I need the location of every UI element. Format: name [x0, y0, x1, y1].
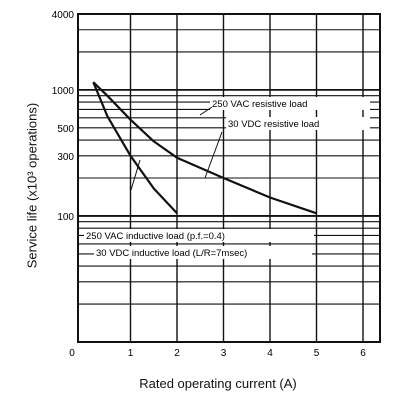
- series-line-resistive: [92, 81, 317, 215]
- x-tick-label: 1: [128, 348, 134, 359]
- annotation-background: [210, 97, 370, 110]
- y-tick-label: 1000: [52, 86, 75, 97]
- annotation-pointer: [130, 159, 141, 191]
- x-tick-label: 6: [360, 348, 366, 359]
- annotation-pointer: [204, 131, 223, 179]
- annotation-label: 30 VDC resistive load: [228, 119, 319, 130]
- x-axis-label: Rated operating current (A): [139, 376, 297, 391]
- series-line-inductive: [92, 81, 178, 215]
- x-tick-label: 3: [221, 348, 227, 359]
- annotation-background: [226, 117, 370, 130]
- y-tick-label: 300: [57, 152, 74, 163]
- annotation-label: 30 VDC inductive load (L/R=7msec): [96, 248, 247, 259]
- x-tick-label: 2: [174, 348, 180, 359]
- annotations: 250 VAC resistive load 30 VDC resistive l…: [84, 97, 370, 259]
- plot-frame: [77, 13, 381, 343]
- x-tick-label: 5: [314, 348, 320, 359]
- annotation-background: [94, 246, 312, 259]
- tick-labels: 100 300 500 1000 4000 0 1 2 3 4 5 6: [52, 10, 366, 359]
- annotation-label: 250 VAC resistive load: [212, 99, 307, 110]
- annotation-pointer: [199, 106, 213, 116]
- y-tick-label: 100: [57, 212, 74, 223]
- x-tick-label: 4: [267, 348, 273, 359]
- annotation-label: 250 VAC inductive load (p.f.=0.4): [86, 231, 225, 242]
- grid-lines: [78, 14, 380, 342]
- series-group: [92, 81, 317, 215]
- x-tick-label: 0: [69, 348, 75, 359]
- y-tick-label: 500: [57, 124, 74, 135]
- y-axis-label: Service life (x10³ operations): [24, 102, 40, 269]
- y-tick-label: 4000: [52, 10, 75, 21]
- annotation-background: [84, 229, 314, 242]
